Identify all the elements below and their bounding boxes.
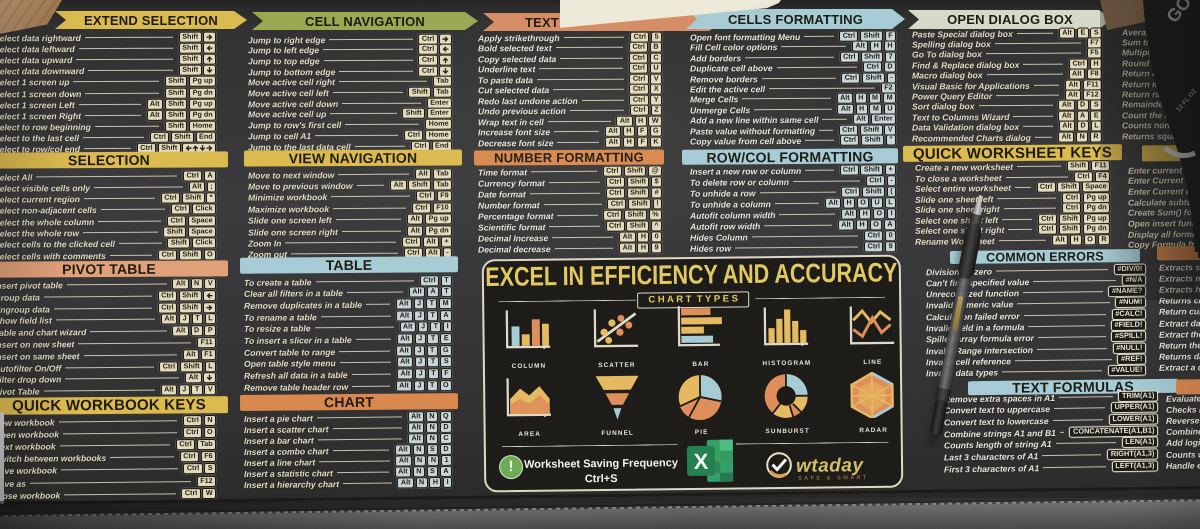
svg-text:SAFE & SMART: SAFE & SMART — [798, 475, 869, 482]
svg-text:wtaday: wtaday — [796, 455, 865, 477]
svg-text:X: X — [694, 449, 709, 474]
